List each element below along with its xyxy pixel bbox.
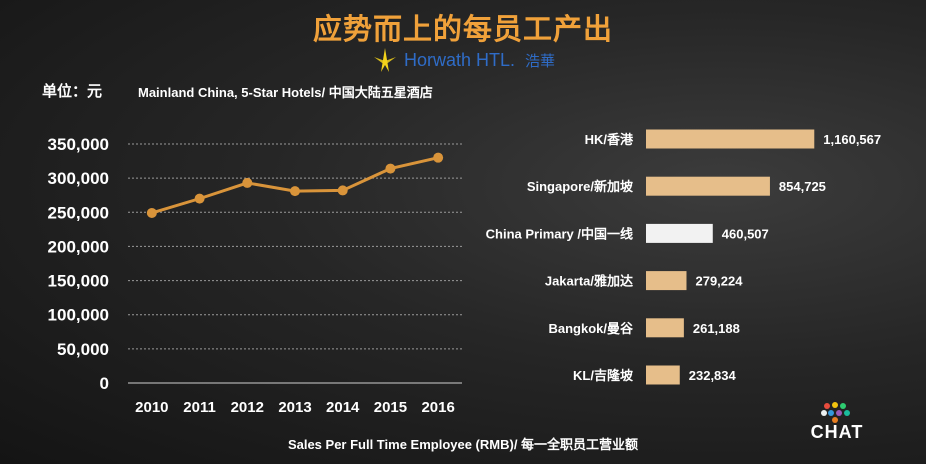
y-tick-label: 100,000 [48,306,109,325]
series-line [151,156,439,215]
bar-category-label: Jakarta/雅加达 [545,274,633,289]
bar [646,176,770,196]
y-tick-label: 150,000 [48,272,109,291]
bar [646,223,713,243]
data-point [242,177,253,188]
x-tick-label: 2014 [326,399,360,416]
bar-value-label: 854,725 [779,179,826,194]
bar-value-label: 1,160,567 [823,132,881,147]
x-tick-label: 2013 [278,399,311,416]
bar-value-label: 261,188 [693,321,740,336]
y-tick-label: 200,000 [48,237,109,256]
x-tick-label: 2015 [374,399,407,416]
bar [646,318,684,338]
y-tick-label: 0 [100,374,109,393]
bar-category-label: Singapore/新加坡 [527,179,634,194]
chat-logo: CHAT [804,400,870,446]
line-chart: 0 50,000 100,000 150,000 200,000 250,000 300,0… [48,135,462,416]
logo-cn-text: 浩華 [525,51,556,70]
data-point [146,207,157,218]
bar-chart: HK/香港 1,160,567 Singapore/新加坡 854,725 China … [486,129,881,385]
chat-people-icon [821,402,850,423]
bar-value-label: 232,834 [689,368,737,383]
horwath-logo: Horwath HTL. 浩華 [372,46,555,74]
bar [646,271,687,291]
unit-label: 单位：元 [42,83,103,100]
footer-caption: Sales Per Full Time Employee (RMB)/ 每一全职… [287,437,639,452]
data-point [385,163,396,174]
logo-text: Horwath HTL. [404,49,516,70]
y-tick-label: 50,000 [57,340,109,359]
bar-category-label: HK/香港 [585,132,634,147]
line-chart-title: Mainland China, 5-Star Hotels/ 中国大陆五星酒店 [138,85,433,100]
y-tick-label: 250,000 [48,203,109,222]
horwath-star-icon [374,48,396,72]
x-tick-label: 2011 [183,399,216,416]
slide-title: 应势而上的每员工产出 [312,12,613,46]
bar [646,365,680,385]
data-point [433,152,444,163]
bar-value-label: 460,507 [722,226,769,241]
bar-category-label: China Primary /中国一线 [486,226,633,241]
bar [646,129,815,149]
data-point [337,185,348,196]
y-tick-label: 300,000 [48,169,109,188]
chat-logo-text: CHAT [810,422,864,442]
bar-value-label: 279,224 [695,274,743,289]
bar-category-label: KL/吉隆坡 [573,368,634,383]
x-tick-label: 2010 [135,399,168,416]
x-tick-label: 2012 [231,399,264,416]
data-point [194,193,205,204]
data-point [290,186,300,197]
y-tick-label: 350,000 [48,135,109,154]
bar-category-label: Bangkok/曼谷 [548,321,634,336]
x-tick-label: 2016 [421,399,454,416]
